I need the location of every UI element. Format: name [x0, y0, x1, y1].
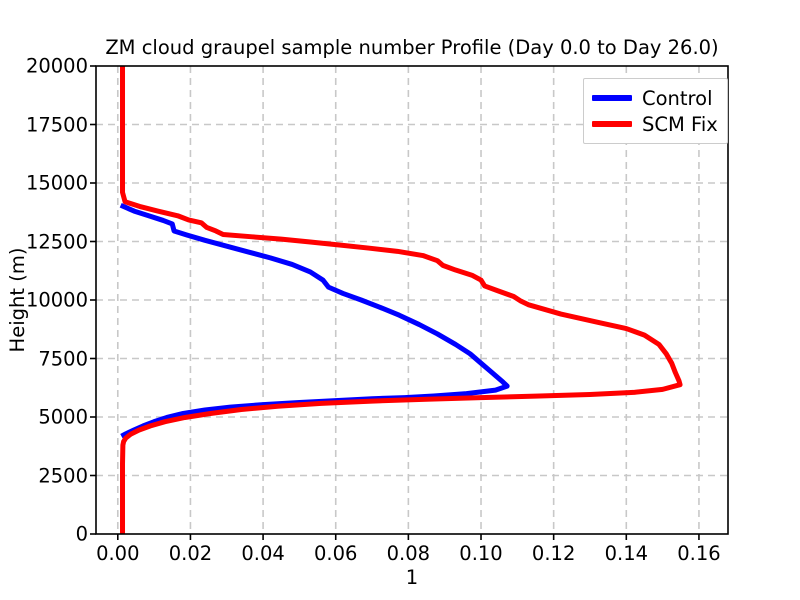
y-tick-label: 10000: [25, 288, 88, 312]
legend-color-swatch: [592, 95, 632, 101]
y-tick-label: 7500: [38, 347, 88, 370]
x-axis-tick-labels: 0.00 0.02 0.04 0.06 0.08 0.10 0.12 0.14 0.16: [0, 542, 800, 572]
legend-item: SCM Fix: [592, 111, 718, 137]
x-tick-label: 0.04: [241, 542, 285, 565]
x-axis-label: 1: [405, 566, 419, 589]
y-tick-label: 5000: [38, 405, 88, 429]
x-tick-label: 0.06: [314, 542, 358, 565]
legend-label: Control: [642, 86, 713, 110]
y-tick-label: 0: [75, 522, 88, 546]
chart-legend: Control SCM Fix: [583, 78, 728, 144]
x-tick-label: 0.14: [604, 542, 649, 565]
y-axis-tick-labels: 0 2500 5000 7500 10000 12500 15000 17500 20000: [0, 0, 88, 600]
chart-title: ZM cloud graupel sample number Profile (…: [105, 36, 719, 59]
legend-label: SCM Fix: [642, 112, 718, 136]
x-tick-label: 0.08: [386, 542, 431, 565]
series-line-control: [119, 202, 510, 439]
x-tick-label: 0.12: [531, 542, 576, 565]
x-tick-label: 0.00: [96, 542, 140, 565]
y-tick-label: 20000: [25, 54, 88, 78]
x-tick-label: 0.16: [677, 542, 721, 565]
legend-item: Control: [592, 85, 718, 111]
y-tick-label: 12500: [25, 230, 88, 253]
y-tick-label: 2500: [38, 464, 88, 487]
x-tick-label: 0.02: [168, 542, 213, 565]
y-tick-label: 15000: [25, 171, 88, 195]
series-line-scm-fix: [120, 66, 683, 534]
y-tick-label: 17500: [25, 113, 88, 136]
legend-color-swatch: [592, 121, 632, 127]
x-tick-label: 0.10: [459, 542, 503, 565]
